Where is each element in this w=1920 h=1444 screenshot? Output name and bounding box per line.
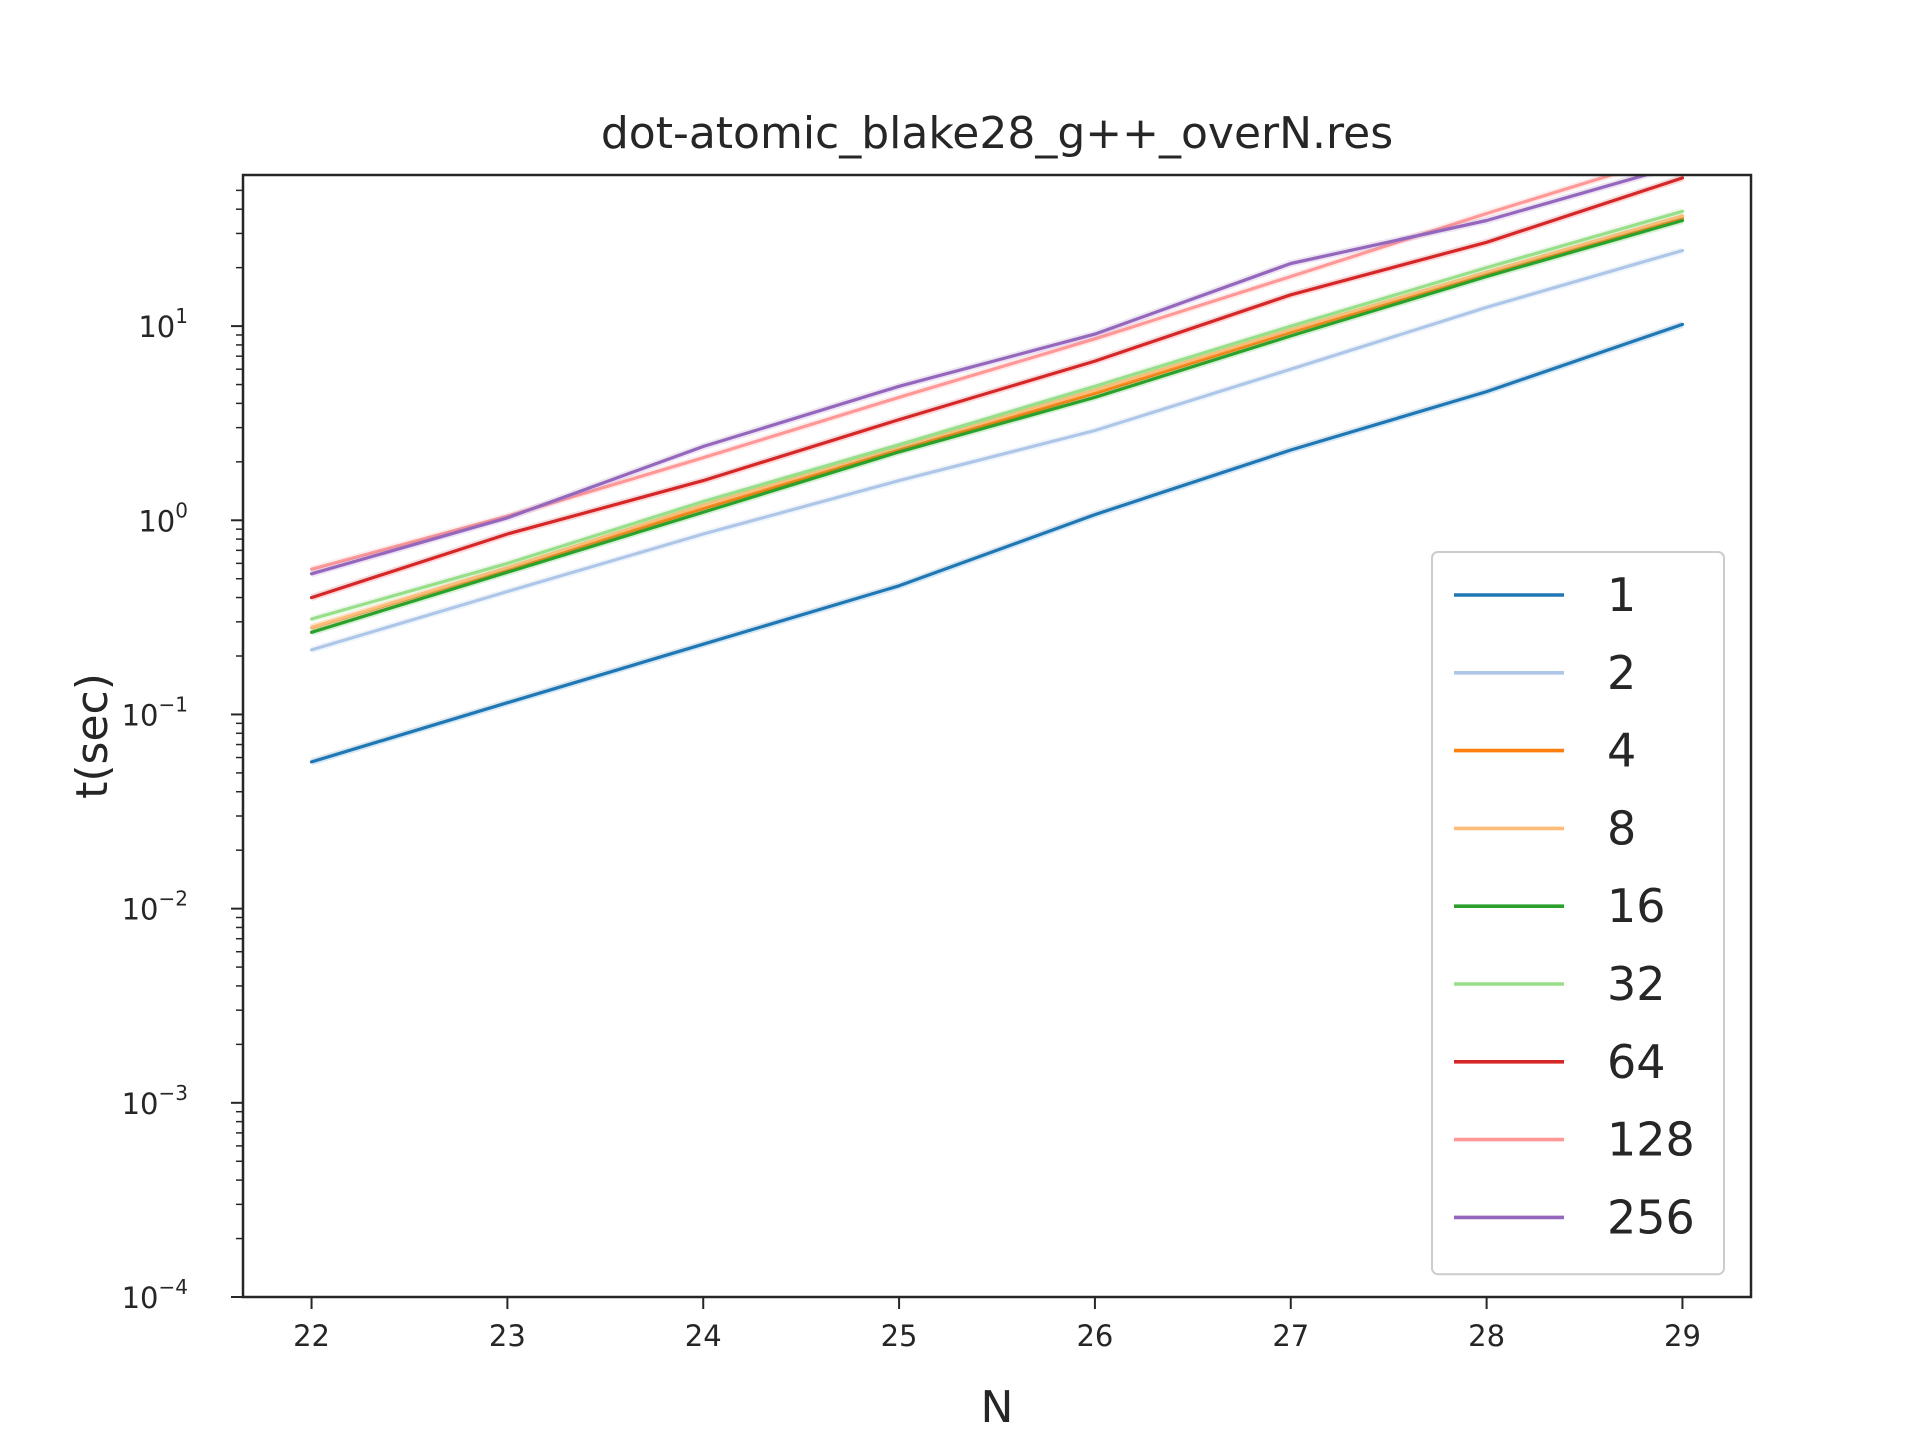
legend-label-256: 256 <box>1607 1190 1695 1244</box>
x-tick-label: 24 <box>685 1319 722 1353</box>
x-tick-label: 29 <box>1664 1319 1701 1353</box>
legend-label-32: 32 <box>1607 957 1666 1011</box>
x-tick-label: 27 <box>1272 1319 1309 1353</box>
legend-label-16: 16 <box>1607 879 1666 933</box>
x-axis-label: N <box>981 1382 1014 1433</box>
x-tick-label: 23 <box>489 1319 526 1353</box>
plot-frame <box>241 173 1753 1299</box>
y-tick-label: 10−3 <box>122 1081 188 1121</box>
legend-label-64: 64 <box>1607 1035 1666 1089</box>
series-line-1 <box>309 322 1685 764</box>
legend-label-128: 128 <box>1607 1113 1695 1167</box>
x-tick-label: 28 <box>1468 1319 1505 1353</box>
x-tick-label: 22 <box>293 1319 330 1353</box>
series-line-256 <box>309 175 1652 576</box>
y-axis-label: t(sec) <box>67 673 118 799</box>
y-tick-label: 10−2 <box>122 887 188 927</box>
legend-label-2: 2 <box>1607 646 1636 700</box>
series-line-2 <box>309 248 1685 652</box>
legend-box <box>1431 551 1725 1276</box>
series-line-64 <box>309 176 1685 600</box>
series-layer <box>309 175 1685 766</box>
series-line-16 <box>309 218 1685 634</box>
y-tick-label: 100 <box>138 498 188 538</box>
y-tick-label: 101 <box>138 304 188 344</box>
series-line-32 <box>309 209 1685 621</box>
legend-label-4: 4 <box>1607 724 1636 778</box>
series-line-4 <box>309 216 1685 630</box>
series-line-8 <box>309 214 1685 630</box>
legend-label-8: 8 <box>1607 801 1636 855</box>
y-tick-label: 10−1 <box>122 692 188 732</box>
x-tick-label: 25 <box>881 1319 918 1353</box>
chart-title: dot-atomic_blake28_g++_overN.res <box>601 108 1393 159</box>
x-tick-label: 26 <box>1076 1319 1113 1353</box>
legend: 1 2 4 8 16 32 64 128 256 <box>1431 551 1725 1276</box>
y-tick-label: 10−4 <box>122 1275 188 1315</box>
legend-label-1: 1 <box>1607 568 1636 622</box>
series-band-64 <box>310 175 1684 601</box>
